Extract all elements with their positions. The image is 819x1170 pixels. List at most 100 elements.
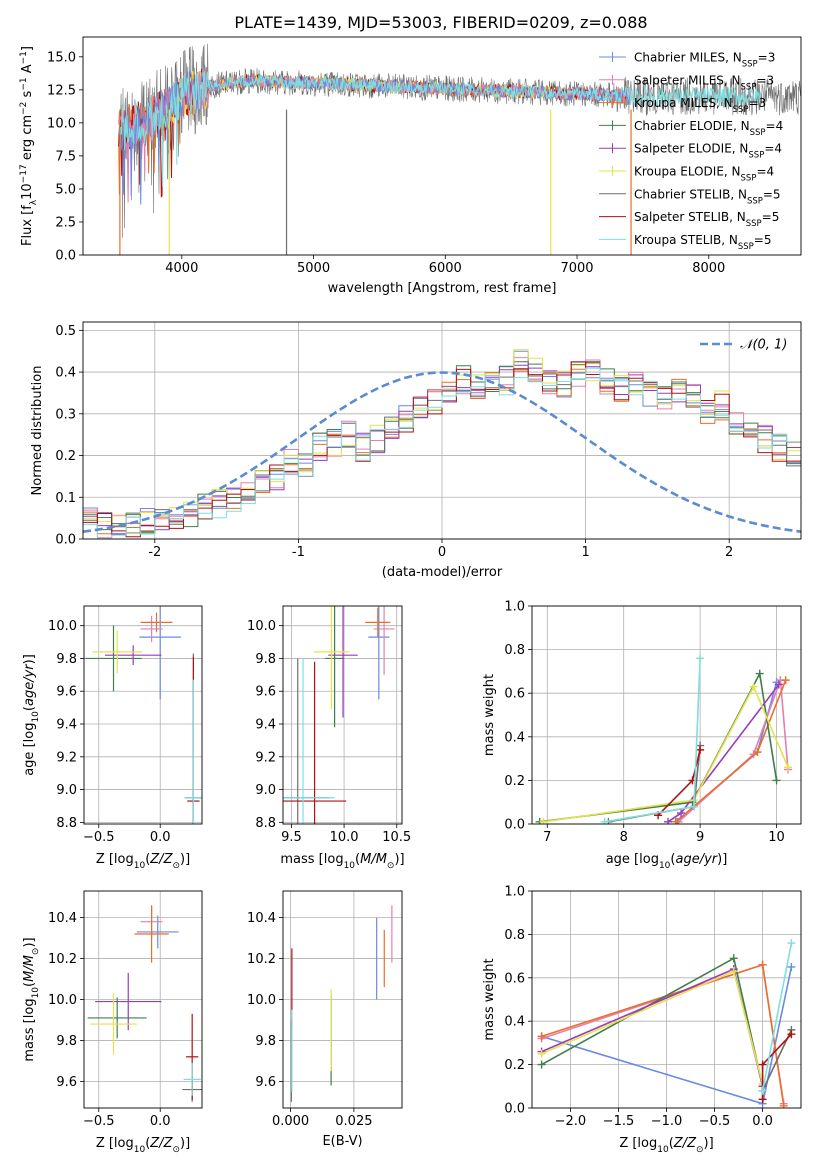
chart-mass_vs_ebv: 0.000 0.025 9.6 9.8 10.0 10.2 10.4 E(B-V) [247,890,403,1149]
data-point [772,776,781,785]
label-part: −17 [19,164,29,183]
y-tick-label: 8.8 [56,816,77,831]
y-tick-label: 9.6 [255,1075,276,1090]
label-part: ⊙ [387,861,395,871]
x-tick-label: 2 [725,545,733,560]
label-part: 10 [344,861,356,871]
y-axis-label: mass weight [482,958,497,1040]
x-axis-label: Z [log10(Z/Z⊙)] [619,1136,713,1155]
label-part: ] [20,46,35,51]
errorbar-salpeter-elodie [104,645,162,666]
y-tick-label: 0.1 [55,491,76,506]
x-axis: 0.000 0.025 [272,1108,373,1129]
label-part: 10 [134,861,146,871]
data-point [758,1086,767,1095]
legend-sub: SSP [733,105,749,115]
label-part: )] [704,1136,714,1151]
y-tick-label: 10.4 [247,911,276,926]
data-point [690,802,699,811]
plot-area [85,606,202,824]
y-tick-label: 9.0 [255,783,276,798]
label-part: age/yr [675,852,718,867]
plot-area [535,654,793,824]
data-point [787,1030,796,1039]
plot-area [537,939,796,1108]
data-point [537,1049,546,1058]
label-part: age [log [606,852,659,867]
data-point [753,748,762,757]
y-axis: 9.6 9.8 10.0 10.2 10.4 [247,911,283,1090]
legend-sub: SSP [738,242,754,252]
y-tick-label: 7.5 [55,149,76,164]
errorbar-chabrier-elodie [87,997,147,1039]
histogram-chabrier-miles [83,350,801,535]
data-point [784,763,793,772]
legend-sub: SSP [748,151,764,161]
y-tick-label: 2.5 [55,215,76,230]
y-tick-label: 1.0 [504,600,525,615]
y-tick-label: 10.4 [48,911,77,926]
legend-text: Chabrier ELODIE, N [634,119,750,133]
label-part: Z [log [619,1136,657,1151]
label-part: −1 [19,51,29,64]
x-axis-label: age [log10(age/yr)] [606,852,728,871]
x-tick-label: 0.0 [150,830,171,845]
x-tick-label: 1 [581,545,589,560]
y-tick-label: 0.0 [504,1102,525,1117]
label-part: age/yr [22,663,37,706]
x-tick-label: 7000 [560,261,593,276]
y-tick-label: 9.0 [56,783,77,798]
y-tick-label: 9.4 [255,718,276,733]
y-tick-label: 0.4 [55,366,76,381]
errorbar-chabrier-elodie [85,625,142,692]
x-axis-label: wavelength [Angstrom, rest frame] [328,281,557,296]
series-line [541,963,785,1104]
series-line [543,684,789,823]
legend-text: Kroupa ELODIE, N [634,165,741,179]
legend-label: Kroupa MILES, NSSP=3 [634,96,766,115]
label-part: age [log [22,723,37,776]
legend-sub: SSP [742,60,758,70]
y-tick-label: 10.0 [247,993,276,1008]
label-part: ( [145,1136,150,1151]
series-line [539,671,778,823]
legend-text: Salpeter MILES, N [634,73,741,87]
x-tick-label: -1 [292,545,305,560]
legend: 𝒩(0, 1) [700,338,787,353]
legend-text: Salpeter ELODIE, N [634,142,748,156]
legend-label: 𝒩(0, 1) [740,338,787,353]
plot-area [118,43,801,255]
y-tick-label: 8.8 [255,816,276,831]
y-tick-label: 0.0 [55,533,76,548]
legend-tail: =5 [762,210,780,224]
errorbar-kroupa-miles [134,905,169,963]
legend-label: Salpeter ELODIE, NSSP=4 [634,142,782,161]
errorbar-chabrier-miles [136,915,179,949]
data-point [749,682,758,691]
chart-weight_vs_Z: −2.0 −1.5 −1.0 −0.5 0.0 0.0 0.2 0.4 0.6 0.8 1.0 mas… [482,885,802,1155]
y-axis: 9.6 9.8 10.0 10.2 10.4 [48,911,84,1090]
histogram-kroupa-stelib [83,367,801,539]
errorbar-salpeter-elodie [95,972,162,1031]
legend-label: Kroupa ELODIE, NSSP=4 [634,165,774,184]
axes-frame [531,605,802,825]
x-tick-label: 5000 [297,261,330,276]
data-point [758,1060,767,1069]
legend-label: Chabrier ELODIE, NSSP=4 [634,119,783,138]
y-tick-label: 5.0 [55,182,76,197]
y-tick-label: 9.8 [255,652,276,667]
label-part: Z [log [96,852,134,867]
plot-area [283,606,395,824]
y-tick-label: 12.5 [47,83,76,98]
label-part: 10 [657,1145,669,1155]
label-part: 10 [659,861,671,871]
data-point [671,817,680,824]
chart-weight_vs_age: 7 8 9 10 0.0 0.2 0.4 0.6 0.8 1.0 mass weight age [l… [482,600,802,871]
errorbar-kroupa-stelib [184,679,202,824]
series-line [761,942,793,1091]
grid [83,322,801,540]
x-axis-label: (data-model)/error [382,565,503,580]
